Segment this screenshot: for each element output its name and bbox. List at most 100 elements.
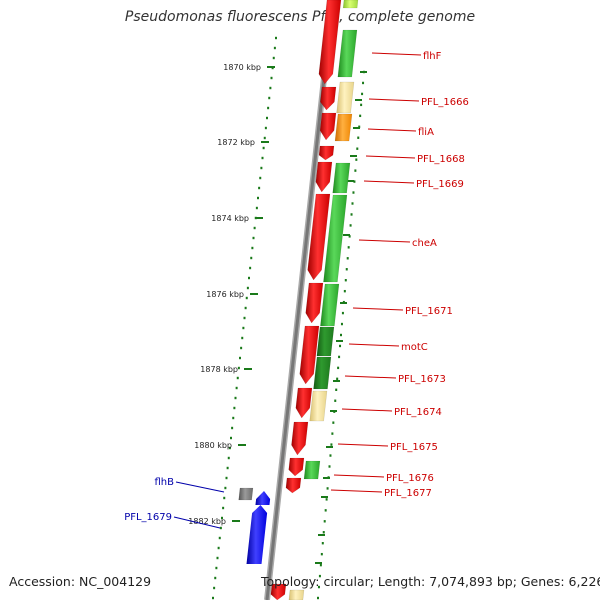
scale-ring-dot	[244, 306, 247, 310]
scale-tick-label: 1882 kbp	[188, 517, 226, 526]
scale-ring-dot-right	[340, 322, 343, 326]
scale-ring-dot-right	[352, 191, 355, 194]
scale-ring-dot	[246, 286, 249, 290]
scale-ring-dot	[234, 396, 237, 400]
scale-ring-dot	[255, 206, 258, 210]
scale-ring-dot-right	[336, 377, 339, 381]
scale-ring-dot-right	[320, 552, 323, 556]
scale-ring-dot	[242, 326, 245, 330]
reverse-cds-block	[334, 113, 353, 142]
gene-leader-line	[348, 343, 400, 347]
gene-label: motC	[401, 342, 428, 353]
gene-leader-line	[367, 128, 417, 132]
scale-ring-dot	[224, 486, 227, 490]
scale-ring-dot-right	[337, 366, 340, 370]
reverse-cds-block	[320, 283, 340, 327]
scale-ring-dot	[260, 166, 263, 170]
scale-ring-dot	[240, 346, 243, 350]
scale-ring-dot	[273, 46, 276, 50]
scale-ring-dot	[245, 296, 248, 300]
reverse-cds-block	[309, 390, 328, 422]
scale-ring-dot-right	[325, 498, 328, 501]
scale-ring-dot-right	[349, 224, 352, 227]
gene-leader-line	[365, 155, 416, 159]
scale-ring-dot	[219, 526, 222, 530]
scale-ring-dot	[250, 256, 253, 260]
scale-ring-dot	[237, 366, 240, 370]
scale-ring-dot-right	[329, 454, 332, 457]
reverse-cds-block	[316, 326, 335, 357]
scale-ring-dot-right	[317, 585, 320, 589]
scale-ring-dot	[268, 96, 271, 100]
forward-cds-arrow	[270, 583, 287, 600]
scale-ring-dot-right	[353, 180, 356, 183]
scale-ring-dot	[261, 156, 264, 160]
scale-ring-dot	[233, 406, 236, 410]
scale-ring-dot-right	[335, 388, 338, 391]
scale-tick-label: 1876 kbp	[206, 290, 244, 299]
scale-ring-dot-right	[358, 125, 361, 128]
scale-ring-dot	[243, 316, 246, 320]
scale-ring-dot-right	[340, 333, 342, 337]
scale-ring-dot-right	[343, 289, 346, 293]
scale-ring-dot	[259, 176, 262, 180]
genome-summary-text: Topology: circular; Length: 7,074,893 bp…	[261, 574, 600, 589]
gene-leader-line	[173, 516, 221, 529]
scale-ring-dot	[270, 76, 273, 80]
gene-leader-line	[337, 443, 389, 447]
accession-text: Accession: NC_004129	[9, 574, 152, 589]
scale-ring-dot-right	[326, 487, 329, 490]
scale-ring-dot-right	[347, 246, 350, 249]
scale-ring-dot-right	[331, 432, 334, 435]
scale-ring-dot-right	[357, 136, 360, 139]
scale-ring-dot-right	[359, 114, 362, 118]
scale-ring-dot-right	[322, 531, 325, 534]
scale-ring-dot	[269, 86, 272, 90]
scale-ring-dot-right	[328, 465, 331, 468]
gene-label: PFL_1679	[124, 512, 172, 523]
scale-tick-label: 1878 kbp	[200, 365, 238, 374]
scale-ring-dot	[225, 476, 228, 480]
scale-ring-dot	[249, 266, 252, 270]
forward-cds-arrow	[307, 193, 331, 281]
scale-ring-dot-right	[317, 596, 319, 600]
scale-ring-dot	[266, 116, 268, 120]
forward-cds-arrow	[318, 0, 342, 85]
forward-cds-arrow	[318, 145, 335, 161]
scale-ring-dot	[248, 276, 250, 280]
gene-leader-line	[341, 408, 393, 412]
scale-ring-dot	[264, 126, 267, 130]
scale-ring-dot-right	[350, 213, 353, 216]
gene-label: flhF	[423, 51, 442, 62]
gene-label: flhB	[155, 477, 175, 488]
scale-ring-dot	[217, 546, 220, 550]
gene-label: PFL_1666	[421, 97, 469, 108]
scale-ring-dot-right	[324, 509, 327, 512]
gene-leader-line	[330, 489, 383, 493]
gene-label: fliA	[418, 127, 434, 138]
reverse-cds-block	[288, 589, 305, 600]
scale-ring-dot-right	[341, 311, 344, 315]
scale-ring-dot-right	[344, 279, 347, 282]
reverse-cds-arrow-blue	[246, 505, 268, 564]
scale-ring-dot-right	[319, 563, 322, 567]
scale-ring-dot	[272, 56, 275, 60]
scale-ring-dot	[267, 106, 270, 110]
scale-ring-dot-right	[354, 169, 357, 172]
scale-ring-dot	[221, 516, 223, 520]
gene-label: PFL_1671	[405, 306, 453, 317]
scale-ring-dot	[258, 186, 261, 190]
scale-ring-dot-right	[356, 147, 359, 150]
scale-ring-dot	[232, 416, 235, 420]
reverse-cds-block	[303, 460, 321, 480]
scale-ring-dot	[230, 436, 232, 440]
scale-ring-dot	[212, 596, 214, 600]
scale-ring-dot	[226, 466, 229, 470]
reverse-cds-block	[342, 0, 359, 9]
scale-ring-dot	[253, 226, 256, 230]
forward-cds-arrow	[315, 161, 333, 193]
forward-cds-arrow	[295, 387, 313, 419]
scale-ring-dot	[216, 556, 219, 560]
reverse-cds-block	[323, 194, 348, 283]
scale-tick-label: 1870 kbp	[223, 63, 261, 72]
